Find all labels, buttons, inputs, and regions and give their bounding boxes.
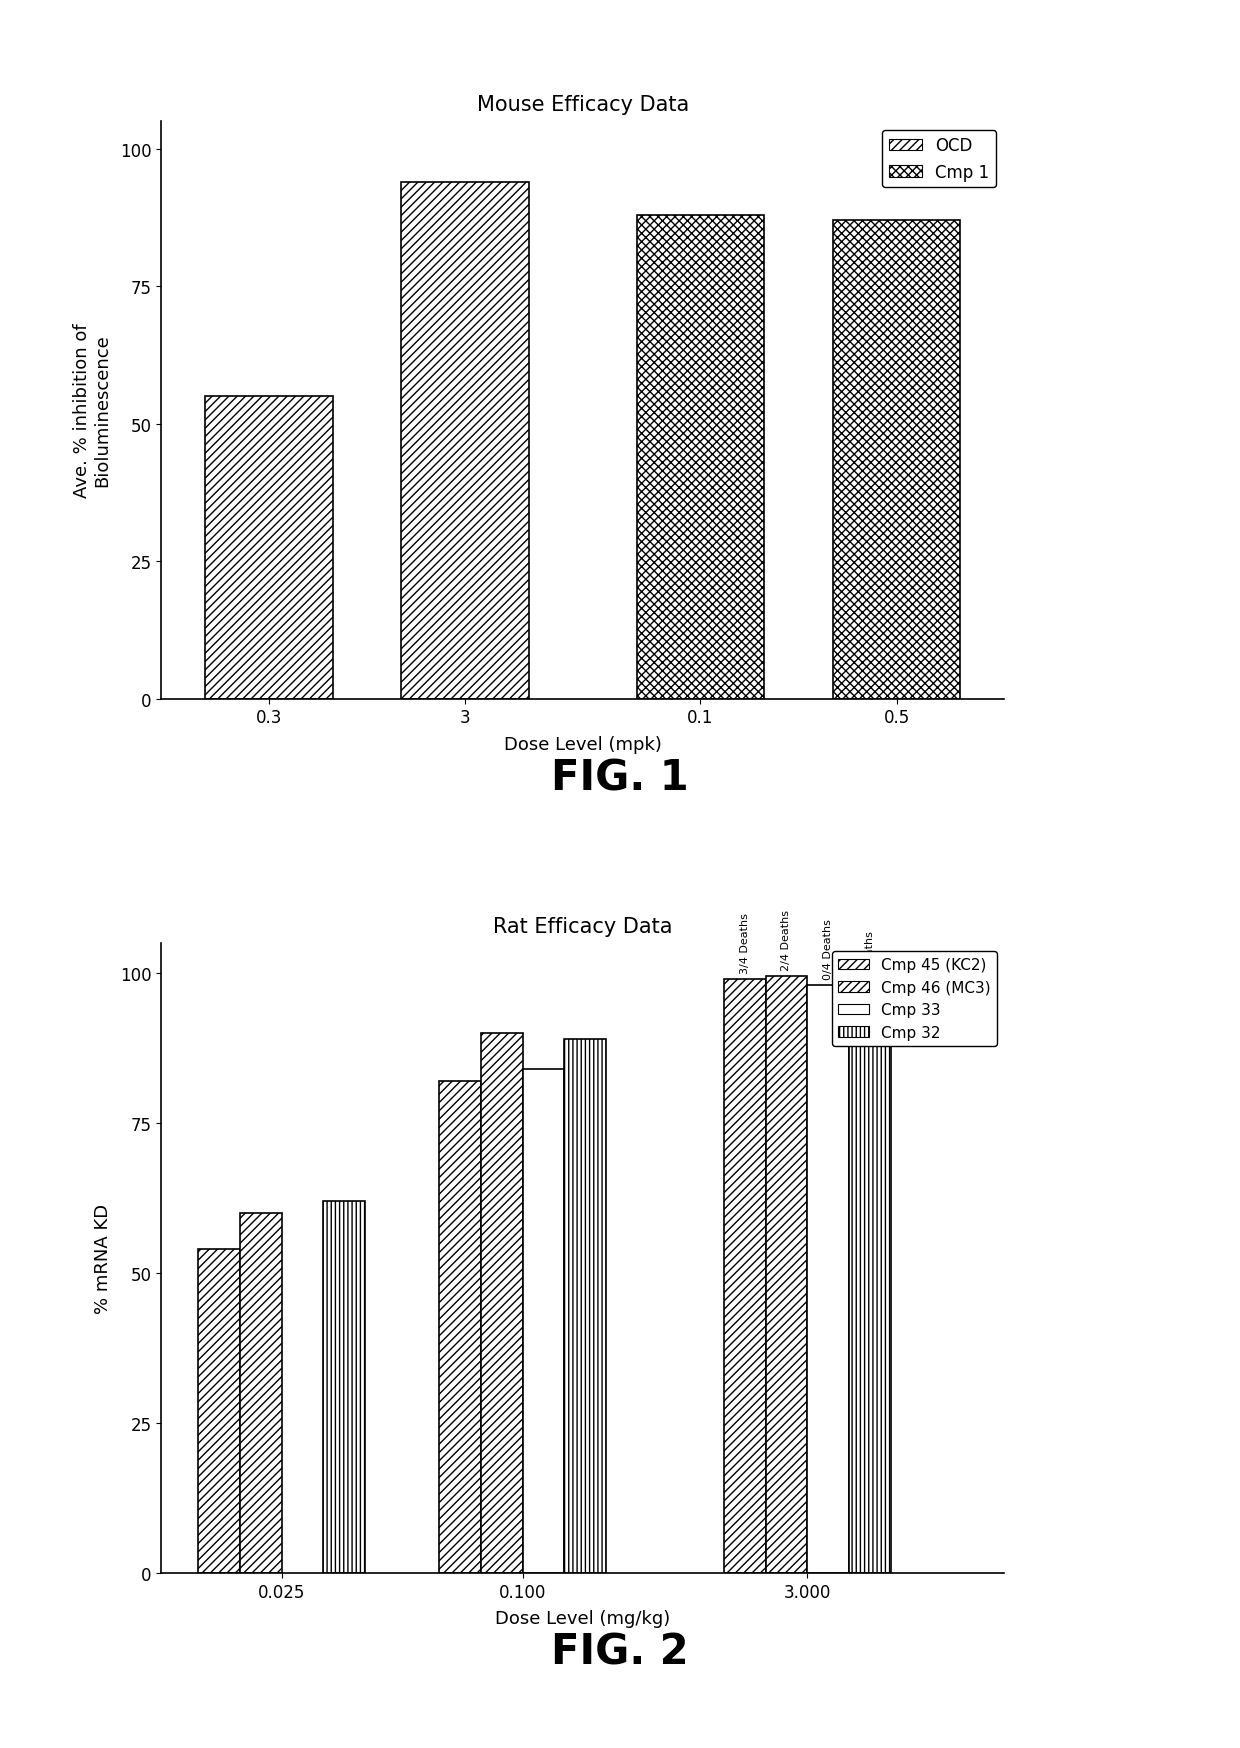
Bar bbox=[522, 1070, 564, 1573]
Text: 0/4 Deaths: 0/4 Deaths bbox=[864, 932, 874, 991]
Text: 2/4 Deaths: 2/4 Deaths bbox=[781, 911, 791, 970]
Bar bbox=[807, 986, 849, 1573]
Text: FIG. 2: FIG. 2 bbox=[552, 1631, 688, 1673]
Bar bbox=[724, 981, 765, 1573]
Bar bbox=[241, 1213, 281, 1573]
X-axis label: Dose Level (mg/kg): Dose Level (mg/kg) bbox=[495, 1610, 671, 1627]
Legend: OCD, Cmp 1: OCD, Cmp 1 bbox=[882, 131, 996, 189]
Text: FIG. 1: FIG. 1 bbox=[551, 757, 689, 799]
Bar bbox=[324, 1201, 365, 1573]
Text: 0/4 Deaths: 0/4 Deaths bbox=[823, 919, 833, 981]
Text: 3/4 Deaths: 3/4 Deaths bbox=[740, 912, 750, 974]
Bar bbox=[765, 977, 807, 1573]
Legend: Cmp 45 (KC2), Cmp 46 (MC3), Cmp 33, Cmp 32: Cmp 45 (KC2), Cmp 46 (MC3), Cmp 33, Cmp … bbox=[832, 951, 997, 1047]
Bar bbox=[564, 1040, 606, 1573]
Bar bbox=[206, 397, 332, 699]
Bar bbox=[439, 1082, 481, 1573]
Bar bbox=[636, 215, 764, 699]
Y-axis label: Ave. % inhibition of
Bioluminescence: Ave. % inhibition of Bioluminescence bbox=[73, 323, 112, 498]
X-axis label: Dose Level (mpk): Dose Level (mpk) bbox=[503, 736, 662, 753]
Title: Rat Efficacy Data: Rat Efficacy Data bbox=[494, 916, 672, 937]
Title: Mouse Efficacy Data: Mouse Efficacy Data bbox=[476, 94, 689, 115]
Bar bbox=[198, 1250, 241, 1573]
Y-axis label: % mRNA KD: % mRNA KD bbox=[93, 1204, 112, 1313]
Bar bbox=[402, 184, 529, 699]
Bar bbox=[481, 1033, 522, 1573]
Bar bbox=[833, 222, 960, 699]
Bar bbox=[849, 998, 890, 1573]
